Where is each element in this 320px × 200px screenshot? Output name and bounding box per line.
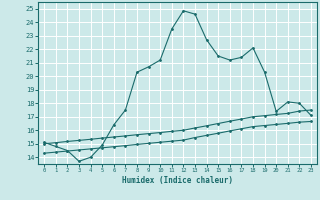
X-axis label: Humidex (Indice chaleur): Humidex (Indice chaleur) xyxy=(122,176,233,185)
